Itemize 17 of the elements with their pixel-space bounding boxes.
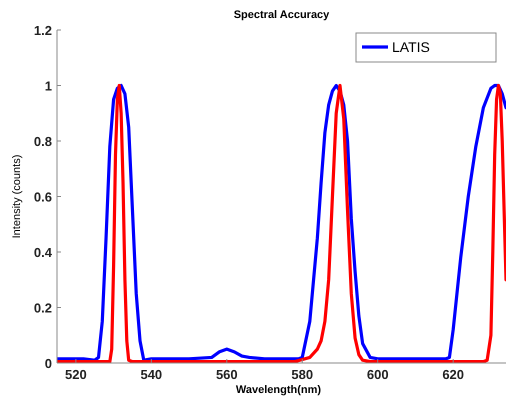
y-axis-title: Intensity (counts) xyxy=(11,154,23,238)
y-tick-label: 0.4 xyxy=(34,245,53,260)
x-tick-label: 560 xyxy=(216,367,238,382)
y-tick-label: 1 xyxy=(44,78,52,94)
x-tick-label: 620 xyxy=(442,367,464,382)
x-tick-label: 540 xyxy=(140,367,162,382)
y-tick-label: 0.2 xyxy=(34,300,52,316)
legend-label: LATIS xyxy=(392,39,430,55)
y-tick-label: 0 xyxy=(44,356,52,371)
y-tick-label: 0.8 xyxy=(34,134,52,149)
x-tick-label: 600 xyxy=(366,367,389,382)
x-tick-label: 580 xyxy=(291,367,314,382)
y-tick-label: 1.2 xyxy=(34,23,52,38)
x-tick-label: 520 xyxy=(65,367,87,382)
x-axis-title: Wavelength(nm) xyxy=(236,384,322,396)
y-tick-label: 0.6 xyxy=(34,190,52,204)
chart-title: Spectral Accuracy xyxy=(234,9,330,21)
